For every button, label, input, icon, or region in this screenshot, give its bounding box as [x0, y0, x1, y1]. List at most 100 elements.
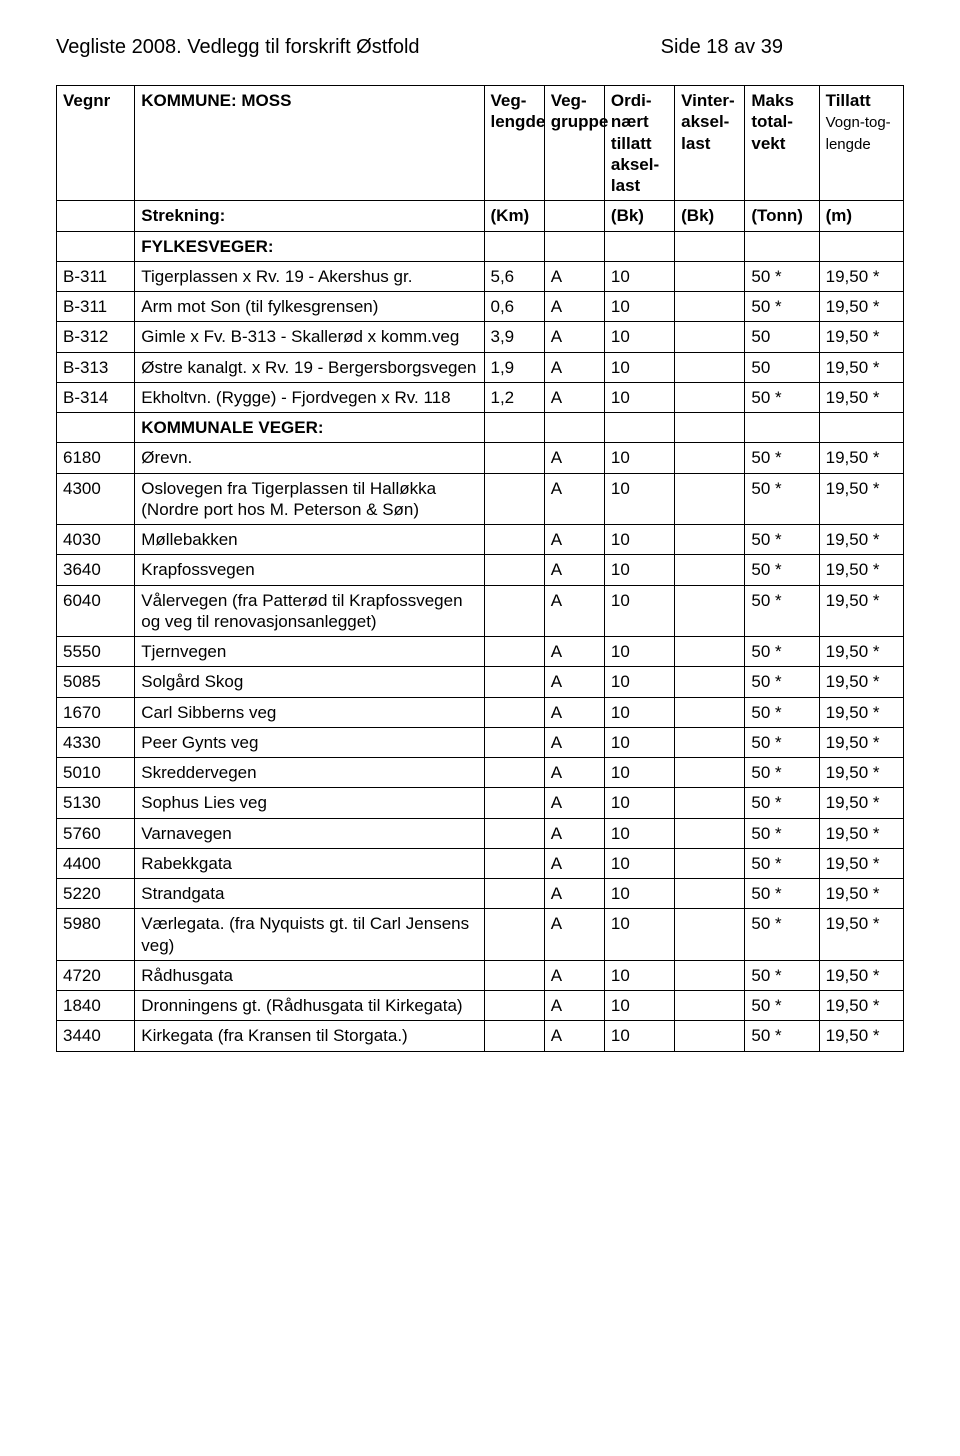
cell-km	[484, 818, 544, 848]
cell-vegnr: 3440	[57, 1021, 135, 1051]
table-header-bottom: Strekning: (Km) (Bk) (Bk) (Tonn) (m)	[57, 201, 904, 231]
table-row: 5220StrandgataA1050 *19,50 *	[57, 879, 904, 909]
cell-ord: 10	[604, 443, 674, 473]
cell-km	[484, 637, 544, 667]
table-row: 5010SkreddervegenA1050 *19,50 *	[57, 758, 904, 788]
cell-km	[484, 879, 544, 909]
cell-desc: Solgård Skog	[135, 667, 484, 697]
table-row: 5760VarnavegenA1050 *19,50 *	[57, 818, 904, 848]
rows-fylkesveger: B-311Tigerplassen x Rv. 19 - Akershus gr…	[57, 261, 904, 412]
cell-tot: 50 *	[745, 1021, 819, 1051]
cell-grp: A	[544, 758, 604, 788]
cell-vog: 19,50 *	[819, 667, 903, 697]
cell-tot: 50 *	[745, 758, 819, 788]
cell-grp: A	[544, 960, 604, 990]
cell-ord: 10	[604, 322, 674, 352]
cell-vin	[675, 848, 745, 878]
table-row: 4330Peer Gynts vegA1050 *19,50 *	[57, 727, 904, 757]
cell-grp: A	[544, 292, 604, 322]
cell-vin	[675, 382, 745, 412]
cell-vegnr: 5220	[57, 879, 135, 909]
cell-ord: 10	[604, 727, 674, 757]
cell-tot: 50 *	[745, 637, 819, 667]
cell-vin	[675, 1021, 745, 1051]
cell-vog: 19,50 *	[819, 585, 903, 637]
cell-grp: A	[544, 525, 604, 555]
cell-ord: 10	[604, 261, 674, 291]
table-row: 6040Vålervegen (fra Patterød til Krapfos…	[57, 585, 904, 637]
page: Vegliste 2008. Vedlegg til forskrift Øst…	[0, 0, 960, 1052]
cell-vegnr: 5085	[57, 667, 135, 697]
cell-vog: 19,50 *	[819, 382, 903, 412]
cell-tot: 50 *	[745, 697, 819, 727]
cell-km: 5,6	[484, 261, 544, 291]
cell-ord: 10	[604, 848, 674, 878]
cell-grp: A	[544, 818, 604, 848]
table-row: 1840Dronningens gt. (Rådhusgata til Kirk…	[57, 991, 904, 1021]
cell-vog: 19,50 *	[819, 697, 903, 727]
section-label: FYLKESVEGER:	[135, 231, 484, 261]
table-row: 4030MøllebakkenA1050 *19,50 *	[57, 525, 904, 555]
cell-desc: Møllebakken	[135, 525, 484, 555]
cell-vog: 19,50 *	[819, 322, 903, 352]
cell-ord: 10	[604, 585, 674, 637]
cell-vog: 19,50 *	[819, 758, 903, 788]
cell-tot: 50 *	[745, 555, 819, 585]
cell-ord: 10	[604, 818, 674, 848]
header-right: Side 18 av 39	[661, 36, 783, 58]
cell-tot: 50 *	[745, 382, 819, 412]
cell-grp: A	[544, 585, 604, 637]
col-km: (Km)	[484, 201, 544, 231]
cell-vog: 19,50 *	[819, 818, 903, 848]
table-row: 3440Kirkegata (fra Kransen til Storgata.…	[57, 1021, 904, 1051]
col-bk1: (Bk)	[604, 201, 674, 231]
cell-vin	[675, 352, 745, 382]
col-m: (m)	[819, 201, 903, 231]
cell-grp: A	[544, 322, 604, 352]
cell-km	[484, 788, 544, 818]
table-row: 6180Ørevn.A1050 *19,50 *	[57, 443, 904, 473]
cell-vegnr: 4400	[57, 848, 135, 878]
cell-vog: 19,50 *	[819, 960, 903, 990]
col-bk2: (Bk)	[675, 201, 745, 231]
cell-ord: 10	[604, 292, 674, 322]
cell-km	[484, 555, 544, 585]
cell-vog: 19,50 *	[819, 879, 903, 909]
cell-tot: 50 *	[745, 818, 819, 848]
cell-km	[484, 697, 544, 727]
cell-vog: 19,50 *	[819, 788, 903, 818]
rows-kommunale: 6180Ørevn.A1050 *19,50 *4300Oslovegen fr…	[57, 443, 904, 1051]
table-row: B-313Østre kanalgt. x Rv. 19 - Bergersbo…	[57, 352, 904, 382]
vogn-label: Vogn-tog-lengde	[826, 114, 891, 153]
table-row: 4720RådhusgataA1050 *19,50 *	[57, 960, 904, 990]
cell-ord: 10	[604, 555, 674, 585]
cell-desc: Sophus Lies veg	[135, 788, 484, 818]
cell-vegnr: 1840	[57, 991, 135, 1021]
col-veglengde: Veg-lengde	[484, 86, 544, 201]
col-veggruppe: Veg-gruppe	[544, 86, 604, 201]
cell-desc: Krapfossvegen	[135, 555, 484, 585]
table-row: 5085Solgård SkogA1050 *19,50 *	[57, 667, 904, 697]
cell-vin	[675, 727, 745, 757]
cell-vog: 19,50 *	[819, 555, 903, 585]
cell-vin	[675, 758, 745, 788]
cell-vog: 19,50 *	[819, 473, 903, 525]
cell-tot: 50 *	[745, 261, 819, 291]
empty-cell	[57, 231, 135, 261]
cell-grp: A	[544, 555, 604, 585]
cell-desc: Værlegata. (fra Nyquists gt. til Carl Je…	[135, 909, 484, 961]
cell-desc: Østre kanalgt. x Rv. 19 - Bergersborgsve…	[135, 352, 484, 382]
cell-km	[484, 758, 544, 788]
cell-tot: 50 *	[745, 991, 819, 1021]
cell-vin	[675, 585, 745, 637]
cell-vog: 19,50 *	[819, 525, 903, 555]
cell-desc: Oslovegen fra Tigerplassen til Halløkka …	[135, 473, 484, 525]
col-vinter: Vinter-aksel-last	[675, 86, 745, 201]
cell-vegnr: 3640	[57, 555, 135, 585]
cell-vin	[675, 991, 745, 1021]
cell-ord: 10	[604, 382, 674, 412]
cell-vin	[675, 473, 745, 525]
cell-vegnr: 5980	[57, 909, 135, 961]
cell-vog: 19,50 *	[819, 292, 903, 322]
cell-vog: 19,50 *	[819, 909, 903, 961]
